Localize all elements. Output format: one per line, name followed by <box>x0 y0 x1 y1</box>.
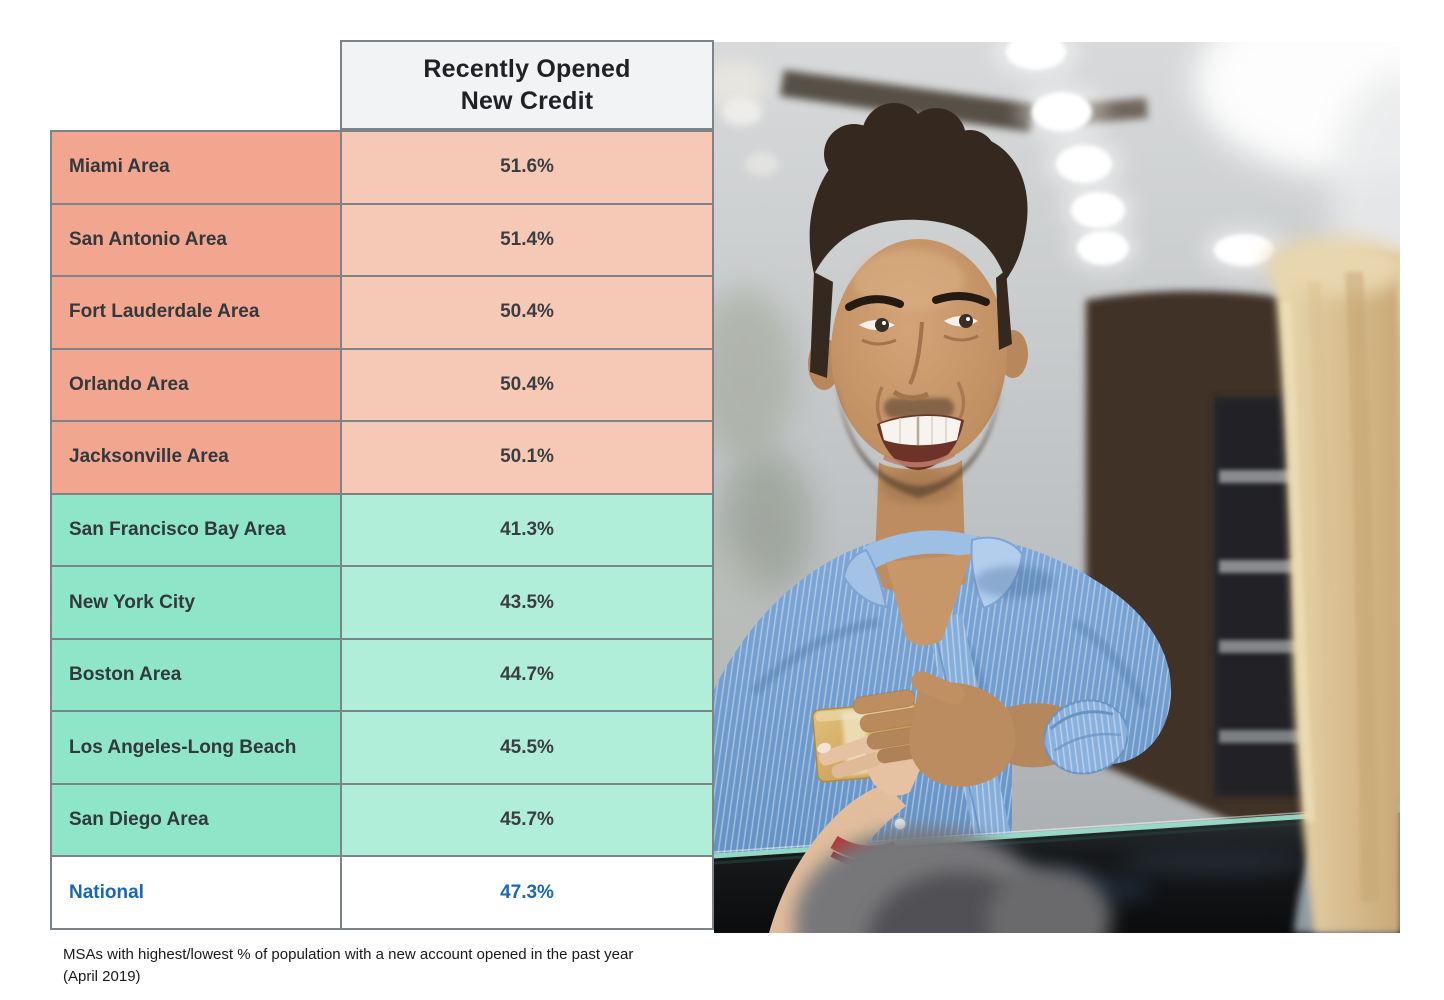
shirt-button <box>893 817 907 831</box>
table-column-header: Recently Opened New Credit <box>340 40 714 130</box>
msa-label-cell: San Francisco Bay Area <box>52 492 342 566</box>
msa-value-cell: 51.6% <box>342 130 712 203</box>
counter-reflection <box>1119 848 1309 876</box>
collar-flap-left <box>842 548 888 609</box>
msa-label-cell: Jacksonville Area <box>52 420 342 493</box>
msa-value-cell: 43.5% <box>342 565 712 638</box>
msa-label-cell: New York City <box>52 565 342 638</box>
msa-value-cell: 41.3% <box>342 492 712 566</box>
ceiling-beam <box>780 70 1034 132</box>
forehead-highlight <box>853 250 965 310</box>
msa-value-cell: 45.7% <box>342 782 712 856</box>
photo-illustration <box>714 42 1400 933</box>
background-blur <box>714 60 768 108</box>
msa-label-cell: Boston Area <box>52 637 342 711</box>
msa-label-cell: Miami Area <box>52 130 342 203</box>
caption-line-2: (April 2019) <box>63 967 141 985</box>
msa-label-cell: Orlando Area <box>52 347 342 421</box>
woman-hair <box>1264 236 1400 933</box>
national-label-cell: National <box>52 855 342 928</box>
smile <box>877 414 964 470</box>
msa-value-cell: 50.1% <box>342 420 712 493</box>
national-value-cell: 47.3% <box>342 855 712 928</box>
msa-value-cell: 44.7% <box>342 637 712 711</box>
mustache <box>884 398 954 418</box>
msa-value-cell: 45.5% <box>342 710 712 783</box>
msa-credit-table: Miami Area 51.6% San Antonio Area 51.4% … <box>50 130 714 930</box>
eyebrows <box>845 292 990 311</box>
msa-value-cell: 50.4% <box>342 347 712 421</box>
bank-counter-photo <box>714 42 1400 933</box>
caption-line-1: MSAs with highest/lowest % of population… <box>63 946 634 963</box>
source-caption: MSAs with highest/lowest % of population… <box>63 944 743 988</box>
msa-label-cell: San Diego Area <box>52 782 342 856</box>
nose <box>875 321 966 425</box>
foreground-blur-object <box>987 868 1111 933</box>
msa-label-cell: Fort Lauderdale Area <box>52 275 342 348</box>
collar-band <box>864 530 986 570</box>
recessed-light <box>745 152 779 176</box>
eyes <box>859 314 979 346</box>
woman-fingers <box>818 736 882 779</box>
header-line-2: New Credit <box>460 87 594 115</box>
msa-value-cell: 50.4% <box>342 275 712 348</box>
teeth-gaps <box>899 416 947 444</box>
man-arm <box>852 671 1129 787</box>
fingernail <box>817 742 831 754</box>
background-blur <box>714 288 796 456</box>
msa-label-cell: San Antonio Area <box>52 202 342 276</box>
hair-strands <box>1281 271 1379 903</box>
header-line-1: Recently Opened <box>423 55 631 83</box>
chest-skin <box>886 554 972 646</box>
hair <box>809 103 1028 378</box>
msa-label-cell: Los Angeles-Long Beach <box>52 710 342 783</box>
collar-shadow <box>974 566 1054 598</box>
shirt-cuff <box>1043 699 1129 775</box>
man-hand <box>909 682 1016 787</box>
man-thumb <box>911 671 965 705</box>
msa-value-cell: 51.4% <box>342 202 712 276</box>
recessed-light <box>722 98 762 126</box>
